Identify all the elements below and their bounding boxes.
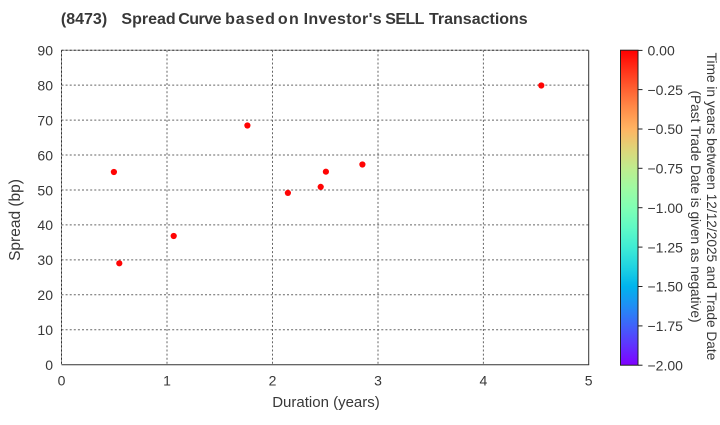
svg-text:Time in years between 12/12/20: Time in years between 12/12/2025 and Tra… — [704, 53, 719, 361]
svg-text:−0.75: −0.75 — [648, 161, 684, 177]
svg-text:10: 10 — [37, 322, 53, 338]
svg-text:on: on — [278, 11, 300, 28]
svg-text:−1.25: −1.25 — [648, 239, 684, 255]
svg-text:Investor's: Investor's — [304, 11, 382, 28]
svg-text:90: 90 — [37, 43, 53, 59]
svg-text:based: based — [225, 11, 276, 28]
svg-text:4: 4 — [480, 373, 488, 389]
svg-text:30: 30 — [37, 252, 53, 268]
svg-text:0.00: 0.00 — [648, 43, 675, 59]
svg-text:−0.50: −0.50 — [648, 121, 684, 137]
svg-text:(Past Trade Date is given as n: (Past Trade Date is given as negative) — [688, 90, 703, 322]
svg-text:Spread (bp): Spread (bp) — [7, 179, 24, 261]
svg-text:70: 70 — [37, 112, 53, 128]
svg-text:50: 50 — [37, 182, 53, 198]
svg-text:(8473): (8473) — [61, 11, 107, 28]
svg-text:2: 2 — [269, 373, 277, 389]
svg-text:−2.00: −2.00 — [648, 357, 684, 373]
svg-text:−1.00: −1.00 — [648, 200, 684, 216]
svg-text:80: 80 — [37, 77, 53, 93]
svg-text:3: 3 — [374, 373, 382, 389]
svg-text:0: 0 — [58, 373, 66, 389]
svg-text:Curve: Curve — [178, 11, 221, 28]
svg-text:20: 20 — [37, 287, 53, 303]
svg-text:0: 0 — [45, 357, 53, 373]
svg-text:1: 1 — [163, 373, 171, 389]
svg-text:−1.75: −1.75 — [648, 318, 684, 334]
svg-text:Duration (years): Duration (years) — [272, 394, 380, 411]
svg-text:60: 60 — [37, 147, 53, 163]
svg-text:Spread: Spread — [121, 11, 175, 28]
svg-text:−1.50: −1.50 — [648, 279, 684, 295]
svg-text:40: 40 — [37, 217, 53, 233]
svg-text:5: 5 — [585, 373, 593, 389]
svg-text:SELL: SELL — [385, 11, 424, 28]
svg-text:Transactions: Transactions — [429, 11, 528, 28]
svg-text:−0.25: −0.25 — [648, 82, 684, 98]
